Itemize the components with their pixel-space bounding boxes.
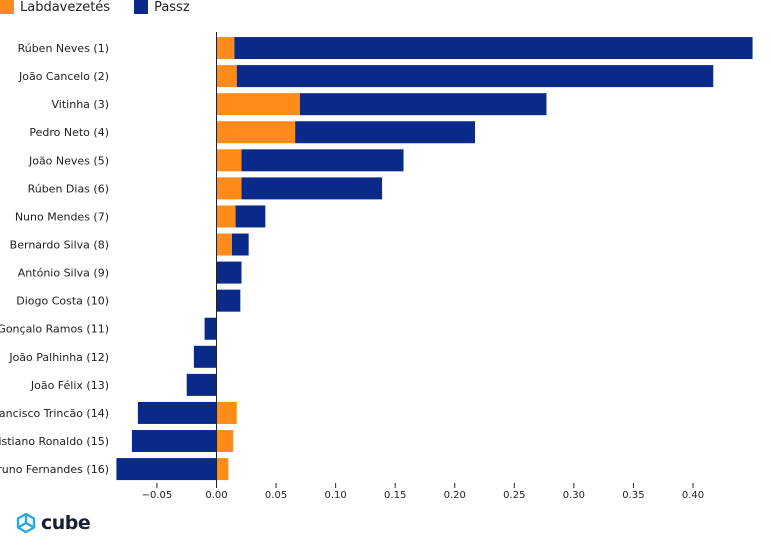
cube-logo: cube <box>16 512 91 534</box>
y-tick-label-bernardo-silva-8: Bernardo Silva (8) <box>10 239 109 252</box>
y-tick-label-ruben-neves-1: Rúben Neves (1) <box>18 42 109 55</box>
bar-labdavezetes-ruben-dias-6 <box>216 177 242 200</box>
bar-labdavezetes-ruben-neves-1 <box>216 37 235 60</box>
x-tick-label: 0.15 <box>384 490 406 501</box>
y-tick-label-nuno-mendes-7: Nuno Mendes (7) <box>15 210 109 223</box>
bar-passz-bruno-fernandes-16 <box>116 458 217 481</box>
y-tick-label-ruben-dias-6: Rúben Dias (6) <box>28 182 109 195</box>
bar-passz-joao-neves-5 <box>241 149 404 172</box>
chart-legend: Labdavezetés Passz <box>0 0 214 15</box>
bar-passz-francisco-trincao-14 <box>137 401 217 424</box>
bar-passz-joao-palhinha-12 <box>193 345 217 368</box>
legend-swatch-passz <box>134 0 149 14</box>
bar-passz-ruben-neves-1 <box>234 37 753 60</box>
y-tick-label-antonio-silva-9: António Silva (9) <box>18 267 109 280</box>
bar-labdavezetes-nuno-mendes-7 <box>216 205 236 228</box>
legend-swatch-labdavezetes <box>0 0 14 14</box>
bar-passz-joao-felix-13 <box>186 373 217 396</box>
bar-passz-pedro-neto-4 <box>295 121 476 144</box>
bar-labdavezetes-joao-cancelo-2 <box>216 65 237 88</box>
y-tick-label-pedro-neto-4: Pedro Neto (4) <box>29 126 109 139</box>
y-tick-label-francisco-trincao-14: Francisco Trincão (14) <box>0 407 109 420</box>
bar-passz-antonio-silva-9 <box>216 261 242 284</box>
y-tick-label-joao-palhinha-12: João Palhinha (12) <box>8 351 109 364</box>
legend-label-passz: Passz <box>154 0 190 15</box>
x-tick-label: 0.35 <box>622 490 644 501</box>
x-tick-label: 0.40 <box>682 490 704 501</box>
logo-text: cube <box>41 512 91 534</box>
legend-label-labdavezetes: Labdavezetés <box>20 0 111 15</box>
x-tick-label: 0.25 <box>503 490 525 501</box>
x-tick-label: 0.05 <box>265 490 287 501</box>
bar-labdavezetes-cristiano-ronaldo-15 <box>216 430 234 453</box>
bar-labdavezetes-bruno-fernandes-16 <box>216 458 229 481</box>
bar-labdavezetes-pedro-neto-4 <box>216 121 296 144</box>
y-tick-label-joao-neves-5: João Neves (5) <box>28 154 109 167</box>
bar-passz-ruben-dias-6 <box>241 177 383 200</box>
bar-passz-joao-cancelo-2 <box>236 65 714 88</box>
y-tick-label-joao-felix-13: João Félix (13) <box>30 379 109 392</box>
bar-passz-nuno-mendes-7 <box>235 205 266 228</box>
bar-passz-vitinha-3 <box>299 93 547 116</box>
bar-passz-goncalo-ramos-11 <box>204 317 217 340</box>
y-tick-label-vitinha-3: Vitinha (3) <box>52 98 109 111</box>
y-tick-label-cristiano-ronaldo-15: Cristiano Ronaldo (15) <box>0 435 109 448</box>
y-tick-label-bruno-fernandes-16: Bruno Fernandes (16) <box>0 463 109 476</box>
x-tick-label: 0.10 <box>324 490 346 501</box>
bar-passz-bernardo-silva-8 <box>231 233 249 256</box>
legend-item-passz: Passz <box>134 0 190 15</box>
x-tick-label: 0.20 <box>444 490 466 501</box>
y-tick-label-diogo-costa-10: Diogo Costa (10) <box>16 295 109 308</box>
bar-labdavezetes-joao-neves-5 <box>216 149 242 172</box>
x-tick-label: 0.30 <box>563 490 585 501</box>
legend-item-labdavezetes: Labdavezetés <box>0 0 110 15</box>
y-tick-label-goncalo-ramos-11: Gonçalo Ramos (11) <box>0 323 109 336</box>
bar-labdavezetes-francisco-trincao-14 <box>216 401 237 424</box>
cube-logo-icon <box>16 513 36 533</box>
x-tick-label: 0.00 <box>205 490 227 501</box>
bar-passz-diogo-costa-10 <box>216 289 241 312</box>
bar-passz-cristiano-ronaldo-15 <box>131 430 217 453</box>
bar-labdavezetes-vitinha-3 <box>216 93 300 116</box>
y-tick-label-joao-cancelo-2: João Cancelo (2) <box>18 70 109 83</box>
x-tick-label: −0.05 <box>142 490 173 501</box>
bar-labdavezetes-bernardo-silva-8 <box>216 233 232 256</box>
